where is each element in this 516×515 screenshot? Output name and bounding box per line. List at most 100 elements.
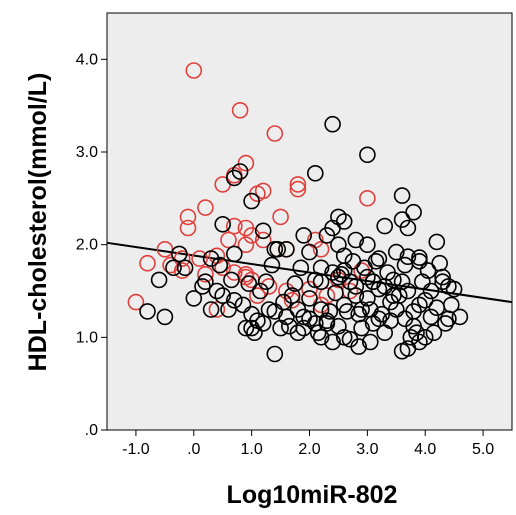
data-point bbox=[266, 345, 284, 363]
data-point bbox=[393, 342, 411, 360]
data-point bbox=[231, 102, 249, 119]
data-point bbox=[185, 290, 203, 307]
data-point bbox=[309, 324, 327, 342]
data-point bbox=[399, 282, 417, 300]
data-point bbox=[422, 282, 440, 300]
data-point bbox=[347, 287, 365, 304]
data-point bbox=[359, 190, 376, 207]
data-point bbox=[359, 268, 376, 286]
data-point bbox=[208, 301, 226, 318]
y-tick-label: 3.0 bbox=[76, 144, 98, 161]
data-point bbox=[312, 241, 330, 258]
data-point bbox=[364, 273, 382, 291]
data-point bbox=[269, 241, 287, 258]
data-point bbox=[275, 293, 292, 311]
data-point bbox=[338, 303, 356, 320]
data-point bbox=[411, 249, 428, 266]
data-point bbox=[393, 211, 411, 228]
data-point bbox=[226, 245, 243, 263]
data-point bbox=[312, 328, 330, 346]
data-point bbox=[263, 256, 281, 274]
data-point bbox=[286, 275, 304, 292]
data-point bbox=[280, 317, 298, 335]
data-point bbox=[194, 278, 211, 295]
data-point bbox=[330, 317, 347, 335]
data-point bbox=[318, 287, 336, 304]
data-point bbox=[243, 192, 260, 210]
data-point bbox=[251, 282, 269, 300]
data-point bbox=[127, 293, 145, 311]
data-point bbox=[254, 231, 272, 249]
data-point bbox=[289, 180, 307, 198]
data-point bbox=[376, 217, 394, 235]
data-point bbox=[405, 203, 422, 221]
data-point bbox=[387, 243, 405, 261]
data-point bbox=[202, 250, 220, 267]
data-point bbox=[396, 310, 414, 328]
x-tick-label: 2.0 bbox=[298, 441, 320, 458]
data-point bbox=[226, 217, 243, 235]
x-tick-label: 3.0 bbox=[356, 441, 378, 458]
data-point bbox=[139, 303, 156, 320]
data-point bbox=[442, 296, 460, 314]
x-axis-title: Log10miR-802 bbox=[227, 481, 398, 509]
data-point bbox=[411, 252, 428, 270]
data-point bbox=[289, 324, 307, 342]
data-point bbox=[321, 303, 339, 320]
plot-area bbox=[106, 12, 513, 431]
data-point bbox=[226, 291, 243, 309]
data-point bbox=[324, 333, 341, 351]
data-point bbox=[283, 291, 301, 309]
data-points bbox=[127, 62, 469, 363]
data-point bbox=[234, 296, 252, 314]
y-tick-label: 1.0 bbox=[76, 329, 98, 346]
data-point bbox=[312, 273, 330, 291]
data-point bbox=[425, 324, 443, 342]
data-point bbox=[451, 308, 469, 326]
data-point bbox=[171, 245, 188, 263]
data-point bbox=[246, 324, 263, 342]
data-point bbox=[324, 115, 341, 133]
data-point bbox=[445, 280, 463, 298]
x-tick-label: 5.0 bbox=[472, 441, 494, 458]
data-point bbox=[301, 243, 318, 261]
data-point bbox=[226, 264, 243, 281]
data-point bbox=[393, 187, 411, 204]
data-point bbox=[434, 273, 451, 291]
data-point bbox=[390, 287, 408, 304]
data-point bbox=[214, 216, 231, 233]
data-point bbox=[283, 287, 301, 304]
data-point bbox=[202, 301, 220, 318]
data-point bbox=[318, 315, 336, 332]
data-point bbox=[359, 146, 376, 164]
x-tick-label: 1.0 bbox=[241, 441, 263, 458]
data-point bbox=[289, 176, 307, 193]
data-point bbox=[318, 227, 336, 244]
data-point bbox=[223, 271, 240, 289]
data-point bbox=[179, 208, 197, 226]
data-point bbox=[214, 259, 231, 277]
data-point bbox=[266, 125, 284, 142]
data-point bbox=[324, 264, 341, 281]
data-point bbox=[179, 219, 197, 237]
data-point bbox=[231, 163, 249, 180]
y-tick-label: 2.0 bbox=[76, 237, 98, 254]
data-point bbox=[156, 308, 174, 326]
data-point bbox=[399, 248, 417, 266]
data-point bbox=[359, 236, 376, 253]
y-tick-label: 4.0 bbox=[76, 51, 98, 68]
data-point bbox=[257, 273, 275, 291]
data-point bbox=[165, 259, 182, 277]
data-point bbox=[185, 62, 203, 79]
data-point bbox=[347, 231, 365, 249]
data-point bbox=[312, 259, 330, 277]
data-point bbox=[402, 328, 420, 346]
data-point bbox=[385, 287, 402, 304]
data-point bbox=[408, 324, 425, 342]
data-point bbox=[399, 219, 417, 237]
data-point bbox=[347, 278, 365, 295]
data-point bbox=[361, 333, 379, 351]
data-point bbox=[214, 287, 231, 304]
data-point bbox=[361, 301, 379, 318]
